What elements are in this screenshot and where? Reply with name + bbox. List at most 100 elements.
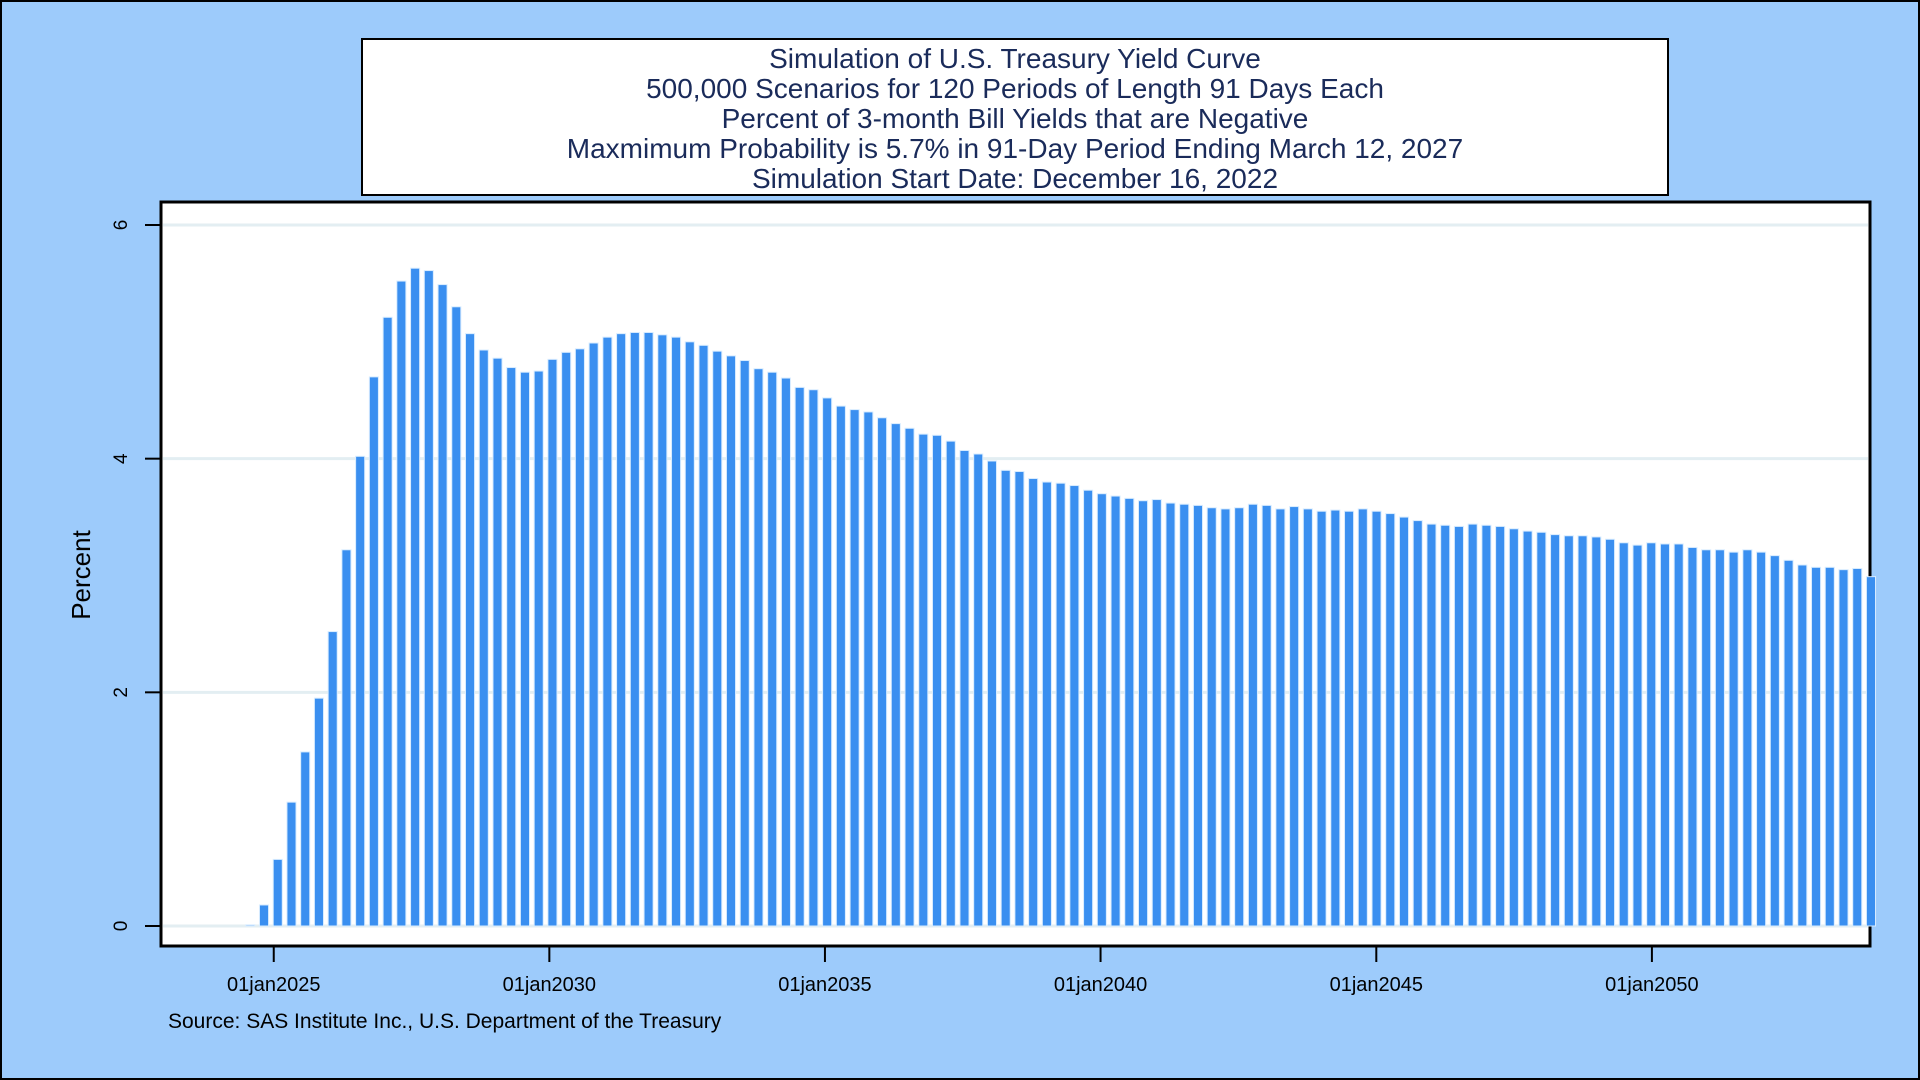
bar (1563, 535, 1574, 927)
bar (753, 368, 764, 927)
x-tick-label: 01jan2045 (1330, 974, 1423, 996)
title-line-2: 500,000 Scenarios for 120 Periods of Len… (646, 73, 1384, 104)
bar (1344, 510, 1355, 927)
bar (657, 334, 668, 927)
bar (918, 433, 929, 927)
bar (561, 351, 572, 927)
bar (300, 751, 311, 927)
y-tick-label: 6 (111, 220, 132, 231)
bar (396, 280, 407, 927)
bar (1453, 525, 1464, 927)
x-tick-label: 01jan2035 (778, 974, 871, 996)
bar (1714, 549, 1725, 927)
bar (1756, 551, 1767, 927)
bar (973, 453, 984, 927)
bar (1522, 530, 1533, 927)
bar (1234, 507, 1245, 927)
bar (437, 284, 448, 927)
title-line-4: Maxmimum Probability is 5.7% in 91-Day P… (566, 133, 1464, 164)
bar (1357, 508, 1368, 927)
bar (1398, 516, 1410, 927)
bar (1055, 482, 1066, 927)
bar (1151, 499, 1162, 927)
bar (712, 350, 723, 927)
source-note: Source: SAS Institute Inc., U.S. Departm… (168, 1010, 722, 1033)
bar (1783, 559, 1794, 927)
title-line-3: Percent of 3-month Bill Yields that are … (721, 103, 1309, 134)
bar (341, 549, 352, 927)
bar (877, 417, 888, 927)
bar (382, 316, 393, 927)
bar (1591, 536, 1602, 927)
bar (1646, 542, 1657, 927)
bar (1028, 478, 1039, 927)
bar (1769, 555, 1780, 927)
bar (245, 924, 256, 927)
bar (272, 858, 283, 927)
bar (410, 267, 421, 927)
bar (1824, 566, 1835, 927)
bar (602, 336, 613, 927)
bar (1550, 534, 1561, 927)
bar (519, 371, 531, 927)
bar (1110, 495, 1121, 927)
bar (1508, 528, 1519, 927)
y-axis: 0 2 4 6 (111, 220, 161, 931)
bar (698, 344, 709, 927)
bar (1289, 506, 1300, 927)
bar (931, 434, 943, 927)
bar (1316, 510, 1327, 927)
title-line-1: Simulation of U.S. Treasury Yield Curve (769, 43, 1261, 74)
bar (1330, 509, 1341, 927)
bar (822, 397, 833, 927)
bar (286, 801, 297, 927)
title-line-5: Simulation Start Date: December 16, 2022 (751, 163, 1279, 194)
x-tick-label: 01jan2030 (503, 974, 596, 996)
bar (1096, 493, 1107, 927)
bar (1440, 524, 1451, 927)
x-tick-label: 01jan2050 (1605, 974, 1698, 996)
bar (1495, 525, 1506, 927)
bar (835, 405, 846, 927)
bar (327, 631, 338, 927)
bar (1069, 485, 1080, 927)
bar (1467, 523, 1478, 927)
bar (1083, 489, 1094, 927)
bar (1865, 576, 1877, 927)
bar (959, 449, 970, 927)
bar (313, 697, 324, 927)
bar (1701, 549, 1712, 927)
bar (478, 349, 489, 927)
bar (1577, 535, 1588, 927)
y-tick-label: 2 (111, 687, 132, 698)
bar (423, 270, 434, 927)
bar (451, 306, 462, 927)
bar (1261, 504, 1272, 927)
bar (1275, 508, 1286, 927)
bar (1604, 538, 1616, 927)
x-axis: 01jan2025 01jan2030 01jan2035 01jan2040 01ja… (227, 946, 1699, 996)
bar (1412, 520, 1423, 927)
bar (1481, 524, 1492, 927)
bar (533, 370, 544, 927)
bar (739, 360, 750, 927)
bar (1220, 508, 1231, 927)
bar (684, 341, 695, 927)
bar (767, 371, 778, 927)
bar (1165, 502, 1176, 927)
bar (465, 333, 476, 927)
bar (1041, 481, 1052, 927)
y-tick-label: 4 (111, 453, 132, 464)
bar (1687, 546, 1698, 927)
bar (986, 460, 997, 927)
bar (780, 377, 791, 927)
bar (368, 376, 379, 927)
bar (588, 342, 599, 927)
bar (1659, 543, 1670, 927)
bar (1124, 497, 1135, 927)
bar (890, 423, 901, 927)
bar (1426, 523, 1437, 927)
bar (355, 455, 366, 927)
bar (574, 348, 585, 927)
